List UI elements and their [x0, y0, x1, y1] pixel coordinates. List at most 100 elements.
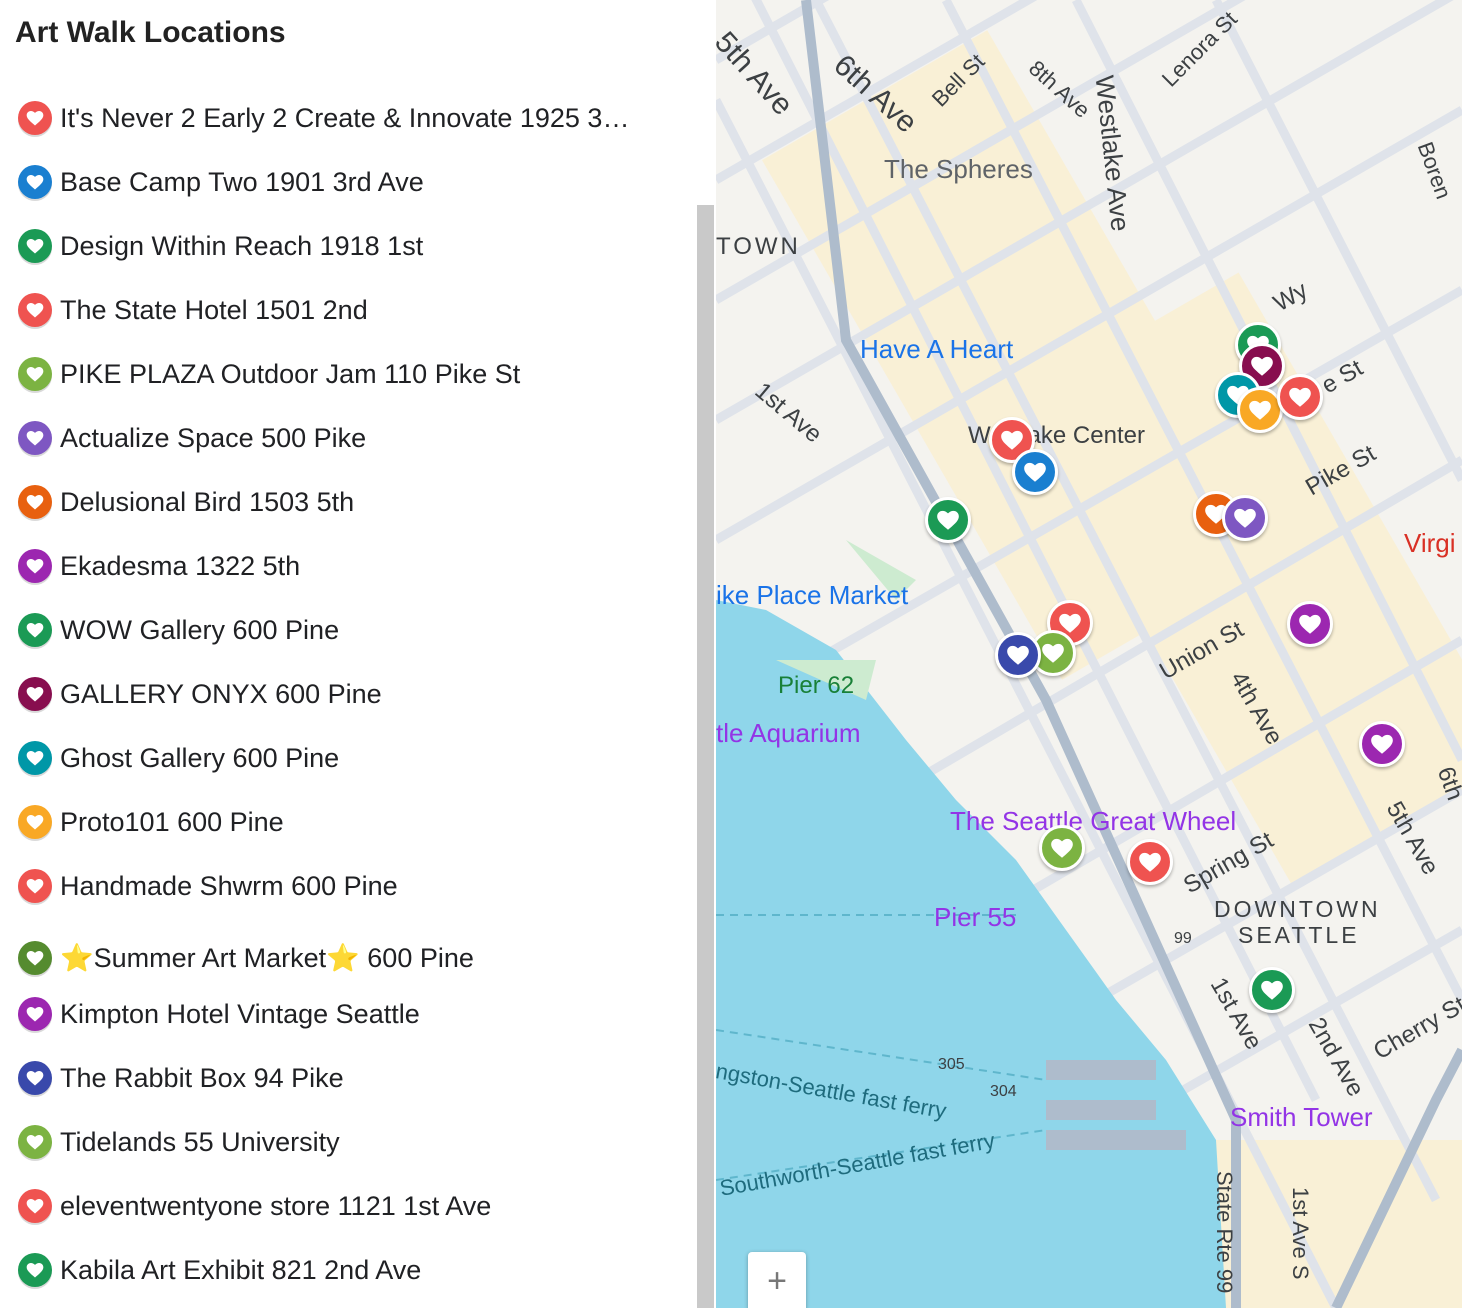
- map-marker[interactable]: [1193, 491, 1239, 537]
- list-item[interactable]: Base Camp Two 1901 3rd Ave: [18, 162, 424, 202]
- heart-icon: [18, 677, 52, 711]
- map-marker[interactable]: [1249, 967, 1295, 1013]
- map-label: Smith Tower: [1230, 1102, 1373, 1132]
- list-item-label: Handmade Shwrm 600 Pine: [60, 870, 398, 901]
- list-item-label: WOW Gallery 600 Pine: [60, 614, 340, 645]
- map-marker[interactable]: [1039, 825, 1085, 871]
- heart-icon: [937, 510, 959, 530]
- list-item[interactable]: Kimpton Hotel Vintage Seattle: [18, 994, 420, 1034]
- map-label: 99: [1174, 930, 1192, 947]
- map-label: 305: [938, 1056, 965, 1073]
- map-marker[interactable]: [925, 497, 971, 543]
- map-label: State Rte 99: [1212, 1171, 1237, 1294]
- list-item-label: GALLERY ONYX 600 Pine: [60, 678, 382, 709]
- map-label: tle Aquarium: [716, 718, 861, 748]
- list-item[interactable]: ⭐Summer Art Market⭐ 600 Pine: [18, 938, 474, 978]
- list-item-label: ⭐Summer Art Market⭐ 600 Pine: [60, 943, 474, 973]
- heart-icon: [1001, 430, 1023, 450]
- map-marker[interactable]: [995, 632, 1041, 678]
- list-item[interactable]: Ghost Gallery 600 Pine: [18, 738, 339, 778]
- sidebar-panel: Art Walk Locations It's Never 2 Early 2 …: [0, 0, 716, 1308]
- list-item[interactable]: The State Hotel 1501 2nd: [18, 290, 368, 330]
- map-label: Have A Heart: [860, 334, 1014, 364]
- list-item[interactable]: WOW Gallery 600 Pine: [18, 610, 339, 650]
- map-marker[interactable]: [1237, 387, 1283, 433]
- map-label: DOWNTOWN: [1214, 896, 1381, 922]
- list-item[interactable]: PIKE PLAZA Outdoor Jam 110 Pike St: [18, 354, 520, 394]
- list-item-label: Design Within Reach 1918 1st: [60, 230, 424, 261]
- heart-icon: [18, 229, 52, 263]
- list-item-label: Tidelands 55 University: [60, 1126, 340, 1157]
- heart-icon: [1371, 734, 1393, 754]
- list-item-label: Kimpton Hotel Vintage Seattle: [60, 998, 420, 1029]
- list-item[interactable]: The Rabbit Box 94 Pike: [18, 1058, 344, 1098]
- heart-icon: [18, 421, 52, 455]
- heart-icon: [1261, 980, 1283, 1000]
- list-item-label: The State Hotel 1501 2nd: [60, 294, 368, 325]
- map-label: TOWN: [716, 233, 801, 260]
- map-marker[interactable]: [1222, 495, 1268, 541]
- heart-icon: [18, 165, 52, 199]
- map-label: 304: [990, 1083, 1017, 1100]
- heart-icon: [1051, 838, 1073, 858]
- heart-icon: [1007, 645, 1029, 665]
- map-label: The Spheres: [884, 154, 1033, 184]
- list-item[interactable]: Design Within Reach 1918 1st: [18, 226, 423, 266]
- heart-icon: [18, 869, 52, 903]
- map-label: Pier 62: [778, 672, 855, 699]
- list-item[interactable]: GALLERY ONYX 600 Pine: [18, 674, 382, 714]
- map-label: SEATTLE: [1238, 922, 1360, 948]
- map-marker[interactable]: [1127, 839, 1173, 885]
- heart-icon: [1227, 385, 1249, 405]
- list-item[interactable]: Handmade Shwrm 600 Pine: [18, 866, 398, 906]
- heart-icon: [18, 357, 52, 391]
- heart-icon: [18, 741, 52, 775]
- page-title: Art Walk Locations: [15, 16, 286, 49]
- list-item[interactable]: Delusional Bird 1503 5th: [18, 482, 354, 522]
- list-item-label: Base Camp Two 1901 3rd Ave: [60, 166, 424, 197]
- heart-icon: [1059, 613, 1081, 633]
- heart-icon: [1205, 504, 1227, 524]
- heart-icon: [1139, 852, 1161, 872]
- heart-icon: [1251, 356, 1273, 376]
- list-item-label: eleventwentyone store 1121 1st Ave: [60, 1190, 492, 1221]
- heart-icon: [1234, 508, 1256, 528]
- map-label: Pier 55: [934, 902, 1017, 932]
- heart-icon: [1249, 400, 1271, 420]
- map-label: Virgi: [1404, 528, 1456, 558]
- list-item-label: Actualize Space 500 Pike: [60, 422, 367, 453]
- list-item-label: The Rabbit Box 94 Pike: [60, 1062, 344, 1093]
- list-item[interactable]: Ekadesma 1322 5th: [18, 546, 300, 586]
- heart-icon: [1289, 387, 1311, 407]
- list-item[interactable]: Proto101 600 Pine: [18, 802, 284, 842]
- map-label: The Seattle Great Wheel: [950, 806, 1237, 836]
- map-label: ike Place Market: [716, 580, 909, 610]
- list-item-label: Ghost Gallery 600 Pine: [60, 742, 340, 773]
- list-item-label: It's Never 2 Early 2 Create & Innovate 1…: [60, 102, 630, 133]
- list-item[interactable]: Tidelands 55 University: [18, 1122, 340, 1162]
- list-item-label: Proto101 600 Pine: [60, 806, 284, 837]
- heart-icon: [1299, 614, 1321, 634]
- list-item[interactable]: Actualize Space 500 Pike: [18, 418, 366, 458]
- map-label: 1st Ave S: [1288, 1187, 1313, 1280]
- scrollbar[interactable]: [697, 205, 714, 1308]
- heart-icon: [18, 997, 52, 1031]
- heart-icon: [18, 941, 52, 975]
- list-item-label: Delusional Bird 1503 5th: [60, 486, 355, 517]
- map[interactable]: 5th Ave 6th Ave Bell St 8th Ave Westlake Ave…: [716, 0, 1462, 1308]
- heart-icon: [18, 613, 52, 647]
- zoom-in-button[interactable]: +: [748, 1252, 806, 1308]
- list-item[interactable]: eleventwentyone store 1121 1st Ave: [18, 1186, 491, 1226]
- list-item[interactable]: Kabila Art Exhibit 821 2nd Ave: [18, 1250, 421, 1290]
- map-marker[interactable]: [1287, 601, 1333, 647]
- list-item[interactable]: It's Never 2 Early 2 Create & Innovate 1…: [18, 98, 629, 138]
- heart-icon: [18, 1125, 52, 1159]
- heart-icon: [18, 1061, 52, 1095]
- heart-icon: [18, 485, 52, 519]
- heart-icon: [1024, 462, 1046, 482]
- map-marker[interactable]: [1277, 374, 1323, 420]
- map-marker[interactable]: [1359, 721, 1405, 767]
- heart-icon: [18, 805, 52, 839]
- map-marker[interactable]: [1012, 449, 1058, 495]
- list-item-label: Ekadesma 1322 5th: [60, 550, 301, 581]
